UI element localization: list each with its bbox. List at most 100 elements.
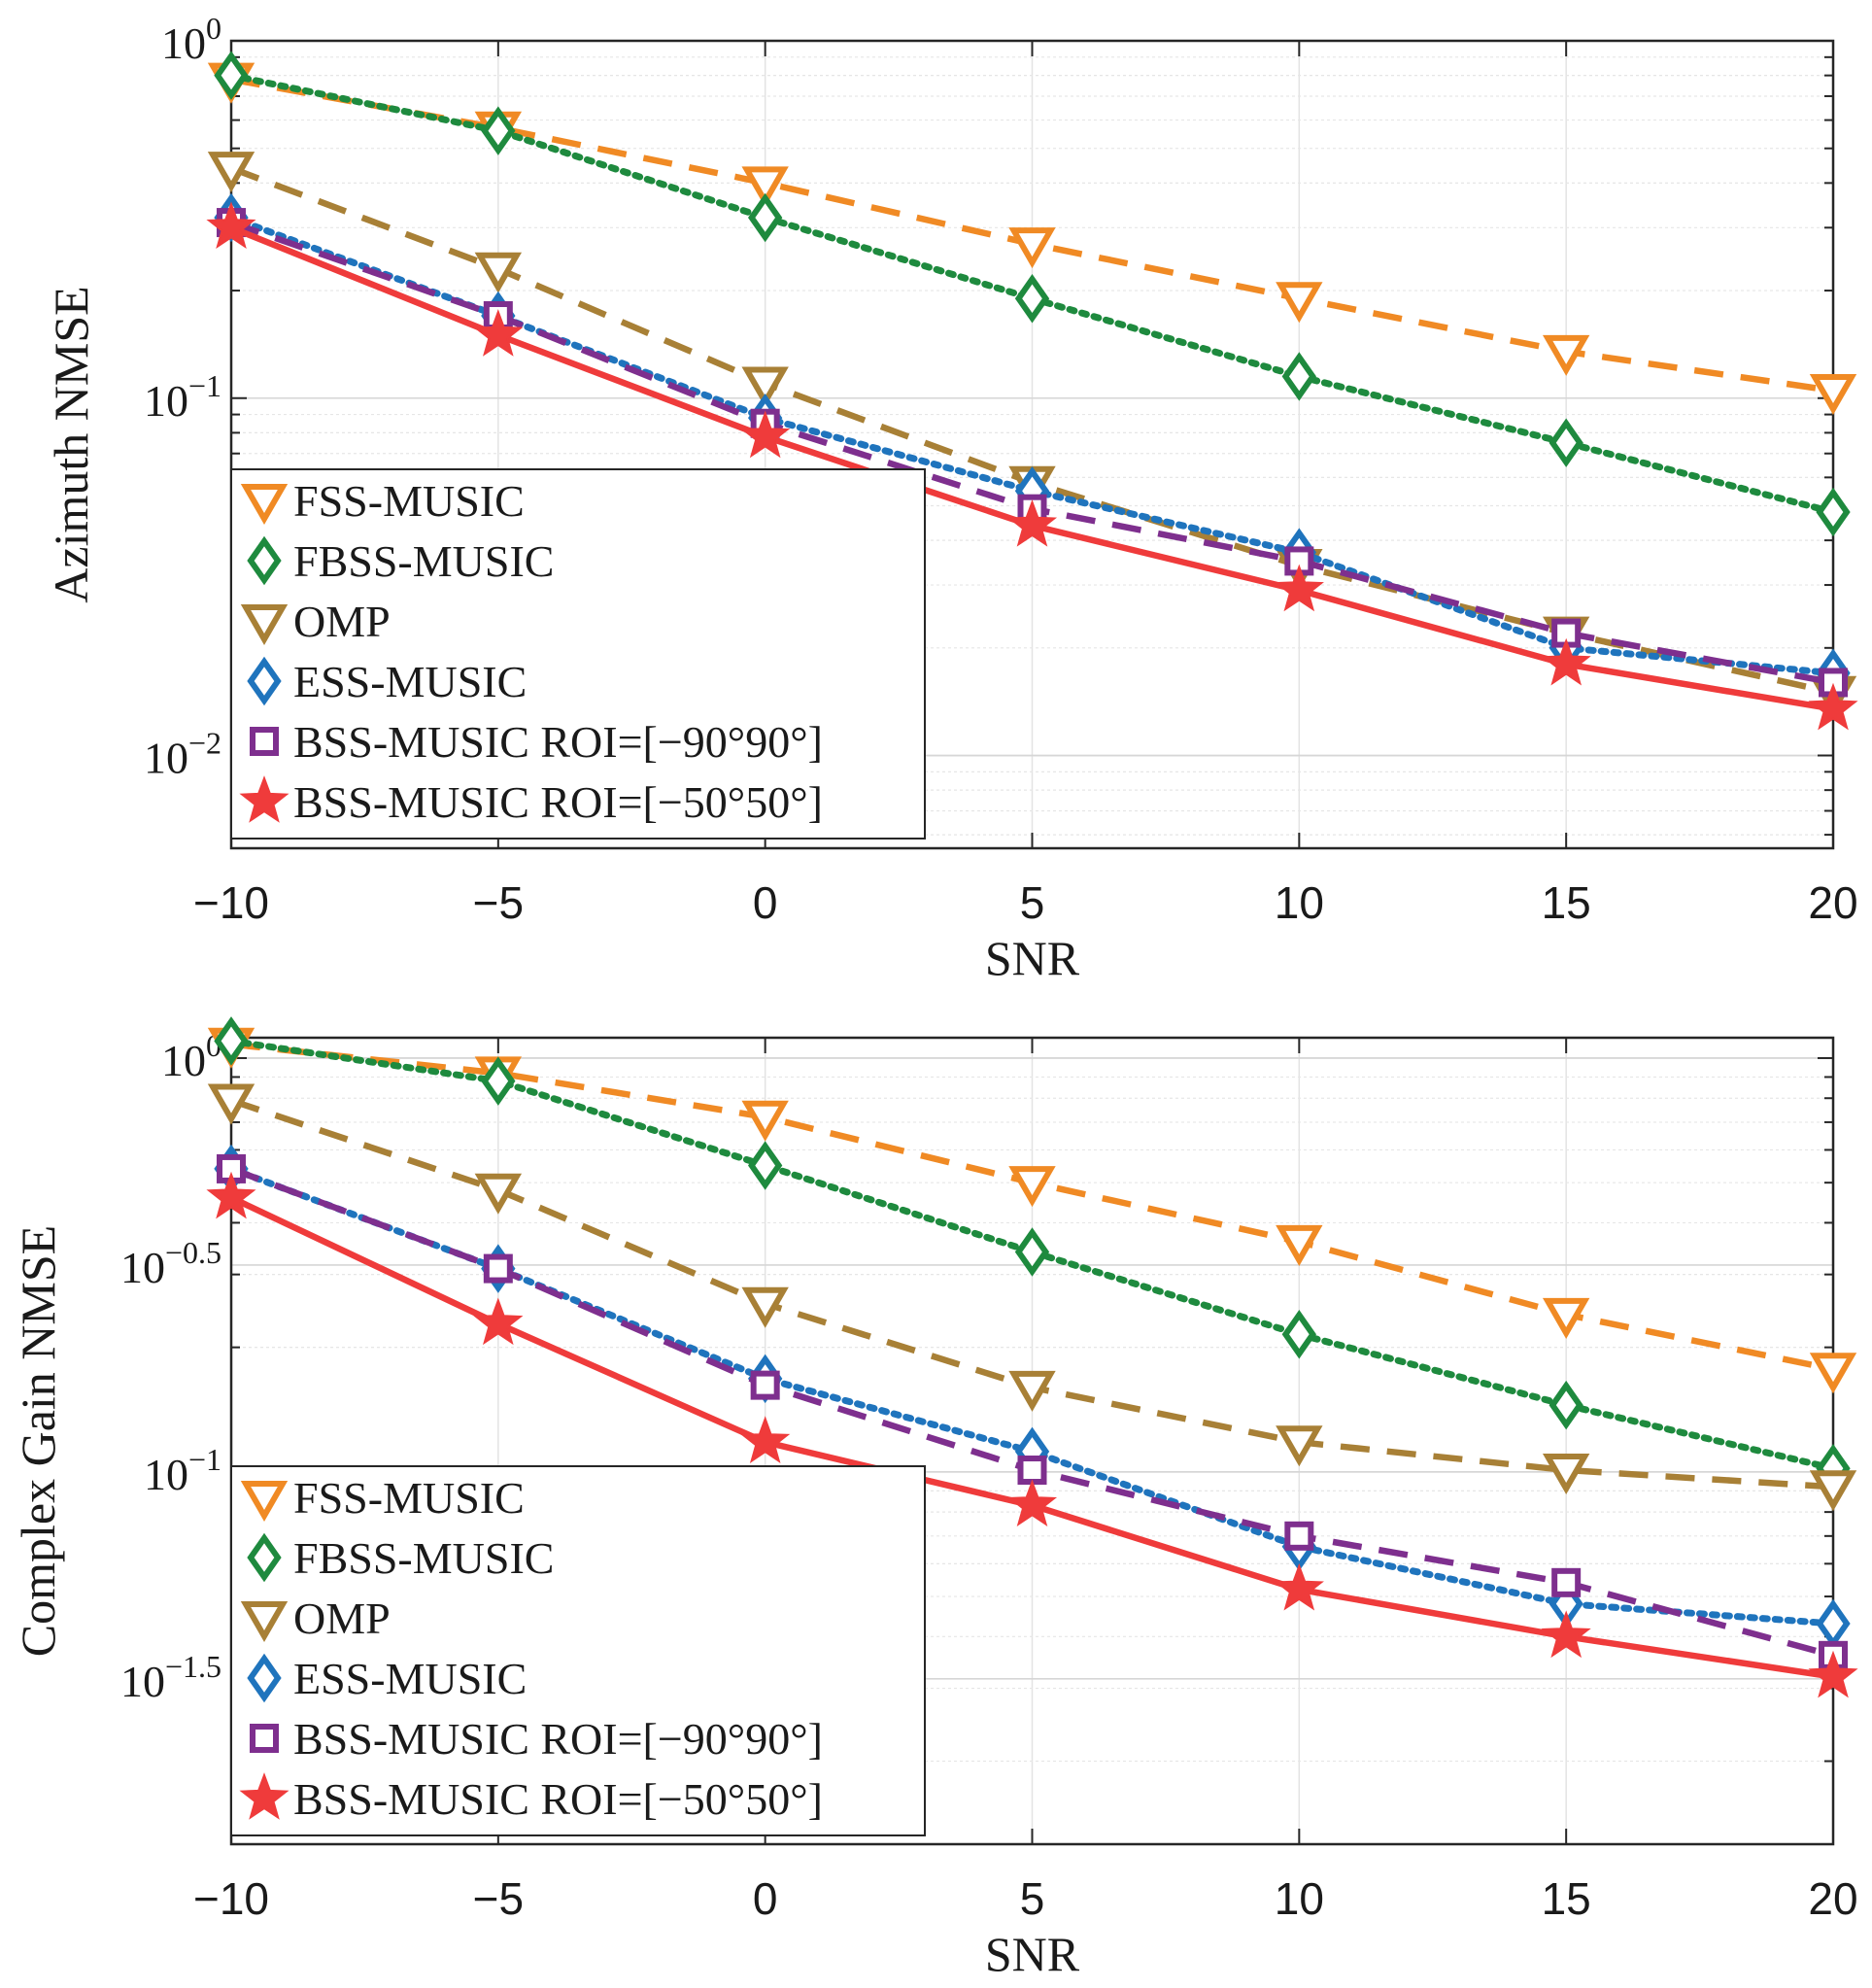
data-point: [483, 1253, 513, 1284]
x-tick-label: 15: [1542, 877, 1591, 928]
y-tick-label: 10−2: [144, 726, 221, 783]
azimuth-nmse-panel: −10 −5 0 5 10 15 20 100 10−1 10−2 SNR Azimuth NMSE F…: [44, 11, 1858, 985]
data-point: [474, 1173, 523, 1215]
data-point: [748, 1141, 783, 1190]
series-group: [206, 1016, 1858, 1698]
data-point: [1274, 1562, 1324, 1611]
x-tick-label: 10: [1275, 1873, 1324, 1924]
data-point: [1549, 418, 1583, 467]
series-fbss-music: [214, 51, 1851, 537]
data-point: [1281, 1310, 1316, 1359]
legend: FSS-MUSIC FBSS-MUSIC OMP ESS-MUSIC BSS-MUSIC…: [230, 1465, 926, 1836]
data-point: [1809, 1470, 1857, 1512]
legend-item: FSS-MUSIC: [240, 1473, 525, 1523]
legend-item: BSS-MUSIC ROI=[−90°90°]: [250, 717, 823, 767]
y-tick-label: 10−1.5: [120, 1649, 221, 1706]
series-bss-music-roi-50-50: [206, 1171, 1858, 1698]
y-tick-label: 100: [161, 1028, 221, 1085]
data-point: [1008, 1370, 1056, 1412]
data-point: [1274, 564, 1324, 612]
legend: FSS-MUSIC FBSS-MUSIC OMP ESS-MUSIC BSS-MUSIC…: [230, 468, 926, 840]
data-point: [214, 51, 249, 100]
data-point: [206, 1171, 256, 1219]
legend-item: BSS-MUSIC ROI=[−90°90°]: [250, 1714, 823, 1764]
data-point: [1008, 1166, 1056, 1208]
data-point: [1809, 1353, 1857, 1394]
data-point: [1006, 1479, 1058, 1527]
legend-marker: [250, 727, 279, 756]
y-axis-label: Complex Gain NMSE: [11, 1225, 65, 1657]
legend-marker: [239, 1772, 289, 1820]
legend-item: ESS-MUSIC: [247, 1653, 527, 1703]
legend-item: FSS-MUSIC: [240, 476, 525, 526]
y-tick-label: 10−0.5: [120, 1235, 221, 1292]
legend-label: ESS-MUSIC: [293, 657, 527, 706]
series-omp: [207, 1083, 1857, 1512]
data-point: [1816, 487, 1851, 537]
data-point: [1542, 334, 1590, 376]
legend-label: ESS-MUSIC: [293, 1654, 527, 1703]
legend-marker: [247, 656, 282, 706]
legend-marker: [240, 484, 289, 526]
legend-label: BSS-MUSIC ROI=[−90°90°]: [293, 717, 823, 767]
data-point: [1017, 1456, 1047, 1486]
legend-item: FBSS-MUSIC: [247, 1532, 554, 1583]
y-tick-label: 10−1: [144, 368, 221, 426]
data-point: [1542, 1454, 1590, 1495]
legend-label: BSS-MUSIC ROI=[−90°90°]: [293, 1714, 823, 1764]
legend-label: BSS-MUSIC ROI=[−50°50°]: [293, 1774, 823, 1824]
legend-marker: [247, 1532, 282, 1583]
y-tick-label: 100: [161, 11, 221, 68]
data-point: [1276, 1224, 1323, 1266]
data-point: [740, 1416, 791, 1464]
data-point: [1549, 1380, 1583, 1430]
x-axis-label: SNR: [985, 931, 1080, 985]
legend-item: OMP: [240, 1594, 391, 1643]
x-tick-label: 15: [1542, 1873, 1591, 1924]
legend-box: [230, 1465, 926, 1836]
data-point: [1008, 227, 1056, 269]
data-point: [741, 1286, 789, 1328]
legend-box: [230, 468, 926, 840]
data-point: [1276, 282, 1323, 324]
legend-marker: [239, 775, 289, 823]
data-point: [473, 309, 524, 357]
legend-label: FBSS-MUSIC: [293, 1533, 554, 1583]
data-point: [1014, 274, 1050, 324]
data-point: [741, 1100, 789, 1142]
legend-item: ESS-MUSIC: [247, 656, 527, 706]
data-point: [474, 252, 523, 293]
legend-label: FBSS-MUSIC: [293, 536, 554, 586]
data-point: [1542, 1297, 1590, 1339]
series-group: [206, 51, 1858, 731]
data-point: [1809, 373, 1857, 415]
legend-item: BSS-MUSIC ROI=[−50°50°]: [239, 775, 823, 827]
complex-gain-nmse-panel: −10 −5 0 5 10 15 20 100 10−0.5 10−1 10−1.5 SNR Compl…: [11, 1016, 1858, 1981]
legend-marker: [240, 1481, 289, 1523]
data-point: [1284, 1521, 1314, 1551]
legend-item: FBSS-MUSIC: [247, 535, 554, 586]
data-point: [481, 106, 516, 155]
y-tick-label: 10−1: [144, 1442, 221, 1499]
legend-marker: [240, 1601, 289, 1643]
data-point: [740, 410, 791, 459]
x-tick-label: 5: [1020, 877, 1045, 928]
legend-label: OMP: [293, 1594, 391, 1643]
x-tick-label: −10: [193, 877, 269, 928]
legend-label: BSS-MUSIC ROI=[−50°50°]: [293, 777, 823, 827]
x-tick-label: 20: [1808, 1873, 1857, 1924]
x-tick-label: 0: [753, 1873, 778, 1924]
data-point: [1808, 682, 1858, 731]
legend-marker: [240, 604, 289, 646]
legend-label: FSS-MUSIC: [293, 1473, 525, 1523]
data-point: [750, 1370, 780, 1400]
x-tick-label: 10: [1275, 877, 1324, 928]
legend-marker: [250, 1724, 279, 1753]
data-point: [473, 1297, 524, 1346]
data-point: [748, 192, 783, 243]
data-point: [207, 152, 255, 193]
y-axis-label: Azimuth NMSE: [44, 286, 98, 602]
data-point: [1006, 499, 1058, 547]
data-point: [207, 1083, 255, 1125]
